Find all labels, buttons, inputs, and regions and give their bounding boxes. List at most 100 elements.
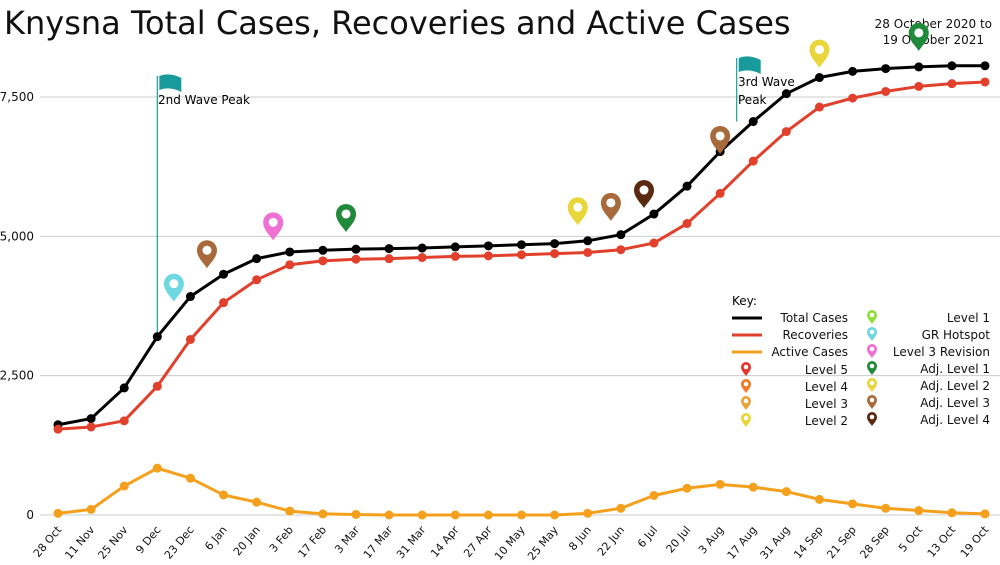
x-tick-label: 8 Jun	[566, 524, 594, 554]
data-point	[119, 481, 129, 491]
pin-hole	[814, 45, 824, 55]
data-point	[848, 66, 858, 76]
wave3-label-line2: Peak	[738, 93, 767, 107]
legend-pin-icon	[741, 396, 751, 410]
pin-hole	[268, 217, 278, 227]
x-tick-label: 3 Feb	[267, 524, 296, 555]
y-tick-label: 0	[26, 508, 34, 522]
data-point	[417, 510, 427, 520]
x-tick-label: 31 Aug	[758, 524, 793, 562]
data-point	[748, 117, 758, 127]
data-point	[616, 503, 626, 513]
data-point	[318, 245, 328, 255]
level-markers	[163, 22, 929, 302]
chart-title: Knysna Total Cases, Recoveries and Activ…	[4, 4, 791, 42]
y-axis-ticks: 0 2,500 5,000 7,500	[0, 90, 34, 522]
pin-hole	[639, 185, 649, 195]
legend-pin-label: Adj. Level 4	[920, 413, 990, 427]
data-point	[881, 503, 891, 513]
legend-pin-label: Level 1	[947, 311, 990, 325]
data-point	[550, 249, 560, 259]
x-tick-label: 17 Mar	[361, 523, 396, 561]
wave3-label-line1: 3rd Wave	[738, 75, 795, 89]
pin-hole	[573, 202, 583, 212]
data-point	[86, 414, 96, 424]
data-point	[252, 275, 262, 285]
data-point	[53, 424, 63, 434]
data-point	[682, 181, 692, 191]
pin-hole	[869, 414, 875, 420]
legend-title: Key:	[732, 294, 757, 308]
data-point	[185, 292, 195, 302]
data-point	[450, 242, 460, 252]
data-point	[881, 86, 891, 96]
data-point	[152, 332, 162, 342]
data-point	[583, 248, 593, 258]
legend-pin-icon	[867, 395, 877, 409]
data-point	[450, 510, 460, 520]
date-range-start: 28 October 2020 to	[874, 17, 992, 31]
data-point	[848, 499, 858, 509]
data-point	[550, 510, 560, 520]
x-tick-label: 10 May	[492, 523, 528, 563]
legend-pin-icon	[867, 310, 877, 324]
data-point	[914, 62, 924, 72]
legend-line-label: Total Cases	[780, 311, 848, 325]
data-point	[682, 219, 692, 229]
data-point	[483, 251, 493, 261]
legend-pin-label: Level 3	[805, 397, 848, 411]
legend-pin-icon	[741, 362, 751, 376]
data-point	[119, 383, 129, 393]
legend: Key: Total Cases Recoveries Active Cases Le…	[732, 294, 990, 428]
x-tick-label: 23 Dec	[162, 524, 197, 562]
data-point	[285, 506, 295, 516]
legend-line-label: Active Cases	[771, 345, 848, 359]
data-point	[616, 230, 626, 240]
level-pin-icon	[908, 22, 929, 51]
x-tick-label: 11 Nov	[62, 523, 97, 562]
x-tick-label: 28 Oct	[31, 523, 65, 560]
data-point	[185, 334, 195, 344]
data-point	[219, 269, 229, 279]
legend-pin-icon	[867, 344, 877, 358]
data-point	[980, 509, 990, 519]
data-point	[649, 238, 659, 248]
pin-hole	[869, 380, 875, 386]
x-tick-label: 9 Dec	[133, 524, 163, 557]
x-tick-label: 5 Oct	[896, 523, 925, 554]
data-point	[119, 416, 129, 426]
data-point	[318, 509, 328, 519]
data-point	[53, 508, 63, 518]
y-tick-label: 7,500	[0, 90, 34, 104]
x-tick-label: 31 Mar	[394, 523, 429, 561]
data-point	[781, 487, 791, 497]
data-point	[384, 510, 394, 520]
data-point	[914, 506, 924, 516]
data-point	[152, 381, 162, 391]
legend-pin-icon	[867, 361, 877, 375]
data-point	[219, 490, 229, 500]
legend-pin-icon	[867, 412, 877, 426]
x-tick-label: 19 Oct	[958, 523, 992, 560]
data-point	[351, 509, 361, 519]
x-tick-label: 21 Sep	[824, 524, 859, 562]
level-pin-icon	[567, 197, 588, 226]
wave2-label: 2nd Wave Peak	[158, 93, 250, 107]
x-tick-label: 28 Sep	[857, 524, 892, 562]
data-point	[649, 490, 659, 500]
pin-hole	[202, 245, 212, 255]
pin-hole	[869, 346, 875, 352]
x-tick-label: 6 Jul	[635, 524, 660, 551]
legend-line-label: Recoveries	[782, 328, 848, 342]
data-point	[616, 245, 626, 255]
date-range-end: 19 October 2021	[882, 33, 985, 47]
pin-hole	[606, 198, 616, 208]
data-point	[417, 243, 427, 253]
wave-flag-icon	[738, 56, 761, 74]
data-point	[748, 482, 758, 492]
date-range: 28 October 2020 to 19 October 2021	[875, 16, 992, 48]
data-point	[285, 247, 295, 257]
y-tick-label: 2,500	[0, 369, 34, 383]
data-point	[252, 254, 262, 264]
